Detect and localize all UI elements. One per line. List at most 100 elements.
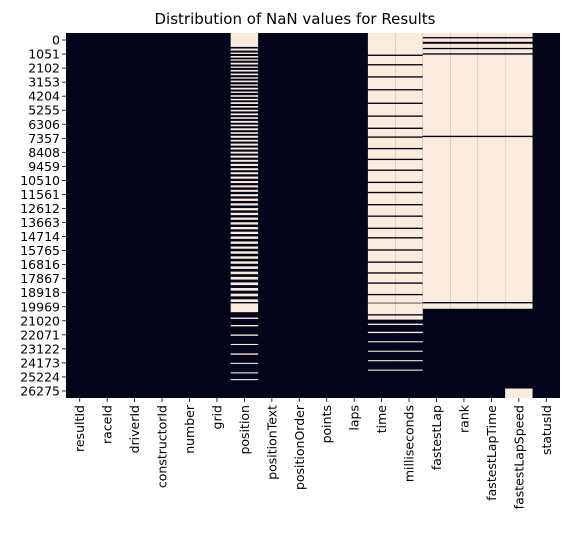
missing-cell-time	[367, 238, 396, 250]
y-tick-label: 22071	[20, 327, 60, 342]
missing-cell-position	[230, 334, 259, 336]
missing-cell-milliseconds	[395, 303, 423, 315]
missing-cell-milliseconds	[395, 250, 423, 262]
missing-cell-time	[367, 216, 396, 228]
missing-cell-position	[230, 98, 259, 101]
missing-cell-rank	[450, 49, 478, 54]
missing-cell-rank	[450, 137, 478, 303]
missing-cell-milliseconds	[395, 55, 423, 65]
missing-cell-position	[230, 194, 259, 197]
missing-cell-position	[230, 353, 259, 355]
missing-cell-position	[230, 287, 259, 291]
y-axis: 0105121023153420452556306735784089459105…	[20, 33, 66, 398]
missing-cell-position	[230, 120, 259, 123]
missing-cell-position	[230, 33, 259, 47]
missing-cell-position	[230, 128, 259, 131]
y-tick-label: 18918	[20, 285, 60, 300]
missing-cell-milliseconds	[395, 160, 423, 170]
missing-cell-time	[367, 170, 396, 182]
missing-cell-position	[230, 106, 259, 108]
x-tick-label-fastestLapSpeed: fastestLapSpeed	[511, 405, 526, 509]
x-tick-label-fastestLapTime: fastestLapTime	[484, 405, 499, 501]
missing-cell-time	[367, 193, 396, 204]
missing-cell-position	[230, 276, 259, 280]
missing-cell-time	[367, 323, 396, 325]
y-tick-label: 3153	[28, 75, 60, 90]
missing-cell-position	[230, 80, 259, 83]
missing-cell-position	[230, 59, 259, 61]
missing-cell-position	[230, 113, 259, 116]
missing-cell-position	[230, 282, 259, 286]
missing-cell-rank	[450, 33, 478, 38]
missing-cell-position	[230, 163, 259, 167]
missing-cell-milliseconds	[395, 90, 423, 103]
missing-cell-position	[230, 303, 259, 313]
missing-cell-milliseconds	[395, 273, 423, 283]
missing-cell-position	[230, 143, 259, 146]
missing-cell-fastestLapTime	[477, 33, 506, 38]
y-tick-label: 21020	[20, 313, 60, 328]
y-tick-label: 17867	[20, 271, 60, 286]
y-tick-label: 26275	[20, 383, 60, 398]
missing-cell-position	[230, 117, 259, 119]
y-tick-label: 8408	[28, 145, 60, 160]
y-tick-label: 23122	[20, 341, 60, 356]
y-tick-label: 6306	[28, 117, 60, 132]
missing-cell-position	[230, 198, 259, 201]
missing-cell-milliseconds	[395, 323, 423, 325]
missing-cell-position	[230, 217, 259, 220]
y-tick-label: 10510	[20, 173, 60, 188]
missing-cell-position	[230, 52, 259, 54]
missing-cell-position	[230, 236, 259, 239]
missing-cell-time	[367, 262, 396, 273]
x-tick-label-laps: laps	[347, 405, 362, 431]
missing-cell-milliseconds	[395, 341, 423, 343]
missing-cell-position	[230, 102, 259, 104]
missing-cell-position	[230, 241, 259, 244]
missing-cell-position	[230, 203, 259, 206]
x-tick-label-positionOrder: positionOrder	[292, 404, 307, 490]
missing-cell-milliseconds	[395, 116, 423, 128]
missing-cell-milliseconds	[395, 216, 423, 228]
missing-cell-milliseconds	[395, 238, 423, 250]
missing-cell-fastestLapSpeed	[505, 54, 533, 136]
missing-cell-position	[230, 343, 259, 346]
missing-cell-position	[230, 124, 259, 127]
missing-cell-milliseconds	[395, 128, 423, 137]
missing-cell-fastestLap	[422, 49, 451, 54]
missing-cell-fastestLapTime	[477, 38, 506, 42]
missing-cell-time	[367, 331, 396, 334]
missing-cell-time	[367, 77, 396, 90]
x-tick-label-statusId: statusId	[539, 405, 554, 455]
y-tick-label: 24173	[20, 355, 60, 370]
missing-cell-time	[367, 350, 396, 352]
missing-cell-fastestLapSpeed	[505, 137, 533, 303]
missing-cell-position	[230, 256, 259, 259]
missing-cell-position	[230, 212, 259, 216]
missing-cell-time	[367, 205, 396, 216]
missing-cell-time	[367, 369, 396, 371]
missing-cell-milliseconds	[395, 369, 423, 371]
missing-cell-time	[367, 103, 396, 116]
missing-cell-time	[367, 229, 396, 238]
missing-cell-position	[230, 379, 259, 381]
missing-cell-position	[230, 372, 259, 374]
missing-cell-milliseconds	[395, 295, 423, 303]
missing-cell-position	[230, 139, 259, 142]
missing-cell-milliseconds	[395, 183, 423, 192]
chart-title: Distribution of NaN values for Results	[154, 10, 435, 28]
missing-cell-fastestLap	[422, 303, 451, 309]
x-tick-label-driverId: driverId	[127, 405, 142, 453]
y-tick-label: 25224	[20, 369, 60, 384]
missing-cell-time	[367, 128, 396, 137]
missing-cell-position	[230, 55, 259, 58]
missing-cell-rank	[450, 38, 478, 42]
missing-cell-fastestLapTime	[477, 54, 506, 136]
missing-cell-position	[230, 84, 259, 86]
x-tick-label-raceId: raceId	[100, 405, 115, 444]
y-tick-label: 2102	[28, 61, 60, 76]
missing-cell-time	[367, 90, 396, 103]
y-tick-label: 13663	[20, 215, 60, 230]
missing-cell-rank	[450, 43, 478, 48]
